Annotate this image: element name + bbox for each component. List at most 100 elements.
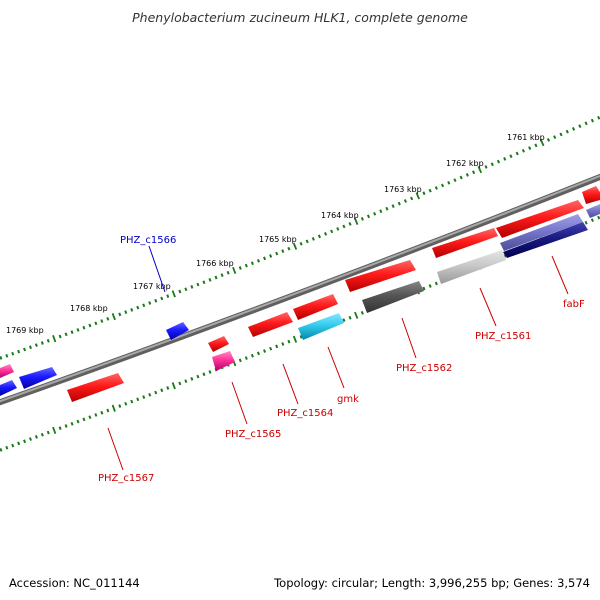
ruler-tick [373,211,377,216]
ruler-dot [17,441,21,446]
leader-line [479,287,497,327]
ruler-tick [434,186,438,190]
ruler-tick [509,154,513,159]
ruler-dot [503,254,507,258]
ruler-dot [148,392,152,397]
ruler-tick [472,170,476,175]
ruler-tick [196,282,200,287]
ruler-tick [311,237,315,241]
ruler-tick [263,256,267,261]
genes [0,186,600,402]
gene-label-phz-c1562[interactable]: PHZ_c1562 [396,363,452,374]
gene-label-phz-c1565[interactable]: PHZ_c1565 [225,429,281,440]
gene-arrow-red[interactable] [496,200,584,238]
gene-label-fabf[interactable]: fabF [563,299,585,310]
gene-arrow-pink[interactable] [0,364,14,378]
ruler-tick [385,206,389,211]
ruler-tick [124,310,128,314]
ruler-dot [597,215,600,220]
ruler-dot [118,404,122,408]
tick-label-1763: 1763 kbp [384,185,422,194]
ruler-dot [136,397,140,402]
gene-arrow-lavender[interactable] [586,204,600,218]
ruler-tick [546,138,551,142]
ruler-tick [226,270,230,275]
ruler-dot [292,335,298,343]
ruler-dot [287,339,291,344]
ruler-tick [379,209,383,214]
accession-text: Accession: NC_011144 [9,576,140,590]
ruler-tick-labels: 1761 kbp 1762 kbp 1763 kbp 1764 kbp 1765… [6,133,545,335]
ruler-dot [52,426,57,434]
gene-arrow-red[interactable] [432,228,498,258]
ruler-tick [0,356,3,360]
gene-arrow-dark-gray[interactable] [362,281,424,313]
ruler-tick [214,275,218,280]
ruler-tick [559,132,563,137]
gene-arrow-light-gray[interactable] [437,250,506,284]
ruler-tick [484,165,488,169]
gene-label-phz-c1566[interactable]: PHZ_c1566 [120,235,176,246]
ruler-tick [250,261,254,266]
tick-label-1764: 1764 kbp [321,211,359,220]
ruler-tick [391,204,395,209]
gene-arrow-red[interactable] [67,373,124,402]
ruler-dot [171,382,176,390]
ruler-tick [292,242,298,250]
ruler-dot [100,410,104,415]
ruler-tick [34,343,38,347]
ruler-tick [490,162,494,167]
ruler-tick [5,353,9,358]
ruler-dot [428,284,432,288]
gene-arrow-red[interactable] [248,312,293,337]
gene-label-phz-c1564[interactable]: PHZ_c1564 [277,408,333,419]
gene-arrow-blue[interactable] [19,367,57,389]
gene-arrow-cyan[interactable] [298,313,344,340]
ruler-dot [124,401,128,406]
gene-arrow-red[interactable] [293,294,338,320]
tick-label-1761: 1761 kbp [507,133,545,142]
ruler-tick [597,115,600,120]
gene-arrow-blue[interactable] [166,322,189,340]
ruler-tick [571,127,576,131]
ruler-tick [324,232,328,236]
gene-label-phz-c1567[interactable]: PHZ_c1567 [98,473,154,484]
ruler-dot [263,349,267,353]
ruler-dot [160,388,164,393]
ruler-dot [111,404,116,412]
ruler-dot [354,311,359,319]
ruler-dot [250,353,254,358]
gene-arrow-lavender[interactable] [500,214,583,251]
ruler-dot [360,311,364,315]
gene-arrow-red[interactable] [345,260,416,292]
gene-arrow-red[interactable] [582,186,600,204]
gene-arrow-red[interactable] [208,336,229,352]
ruler-dot [348,315,352,320]
ruler-tick [256,258,260,263]
ruler-tick [459,175,463,180]
ruler-dot [244,356,248,360]
gene-arrow-navy[interactable] [503,222,588,258]
ruler-tick [453,178,457,183]
ruler-tick [590,118,594,123]
gene-label-gmk[interactable]: gmk [337,394,359,405]
ruler-dot [178,381,182,386]
ruler-tick [82,325,86,330]
gene-arrow-blue[interactable] [0,380,17,396]
ruler-tick [40,341,44,345]
ruler-tick [171,290,176,298]
leader-line [401,317,417,359]
ruler-tick [403,199,407,203]
ruler-dot [422,286,426,291]
ruler-tick [354,217,359,225]
gene-arrow-pink[interactable] [212,351,235,371]
tick-label-1768: 1768 kbp [70,304,108,313]
ruler-dot [342,318,346,322]
ruler-tick [148,301,152,305]
ruler-tick [100,319,104,323]
ruler-tick [336,227,340,231]
ruler-tick [202,280,206,285]
gene-label-phz-c1561[interactable]: PHZ_c1561 [475,331,531,342]
ruler-dot [5,445,9,450]
ruler-tick [565,129,569,134]
